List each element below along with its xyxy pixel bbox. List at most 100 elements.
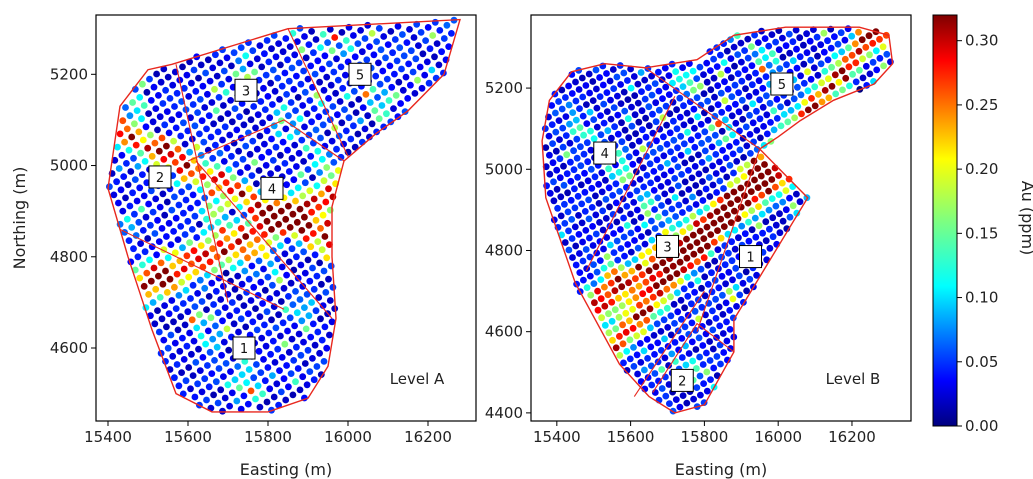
sample-point	[224, 381, 232, 389]
sample-point	[333, 145, 340, 153]
sample-point	[188, 226, 196, 233]
sample-point	[287, 279, 295, 287]
domain-label-box	[234, 78, 258, 102]
sample-point	[658, 385, 666, 392]
sample-point	[223, 144, 231, 152]
sample-point	[218, 171, 226, 179]
sample-point	[284, 327, 291, 335]
sample-point	[549, 140, 556, 148]
sample-point	[188, 170, 195, 178]
sample-point	[736, 291, 744, 299]
sample-point	[643, 336, 651, 343]
sample-point	[635, 263, 642, 271]
sample-point	[198, 117, 206, 125]
sample-point	[661, 190, 669, 198]
sample-point	[297, 261, 305, 269]
sample-point	[616, 352, 624, 359]
sample-point	[202, 250, 210, 258]
sample-point	[156, 113, 164, 121]
sample-point	[720, 59, 728, 66]
sample-point	[272, 53, 280, 61]
sample-point	[307, 62, 315, 70]
sample-point	[337, 153, 345, 161]
sample-point	[625, 134, 633, 142]
sample-point	[184, 217, 192, 225]
sample-point	[262, 252, 270, 260]
sample-point	[756, 115, 764, 123]
sample-point	[615, 313, 623, 321]
sample-point	[769, 214, 777, 222]
sample-point	[264, 93, 272, 100]
sample-point	[803, 30, 810, 38]
sample-point	[743, 142, 751, 150]
sample-point	[708, 124, 716, 132]
sample-point	[303, 291, 311, 298]
sample-point	[315, 113, 323, 121]
sample-point	[622, 164, 630, 172]
sample-point	[256, 403, 264, 411]
sample-point	[703, 204, 710, 212]
sample-point	[670, 281, 678, 289]
sample-point	[261, 231, 268, 238]
sample-point	[231, 285, 239, 293]
sample-point	[693, 75, 701, 82]
sample-point	[383, 110, 390, 118]
sample-point	[590, 261, 597, 268]
sample-point	[145, 200, 153, 208]
sample-point	[579, 112, 587, 120]
sample-point	[417, 29, 425, 36]
sample-point	[212, 378, 220, 386]
sample-point	[697, 101, 705, 109]
sample-point	[740, 154, 747, 161]
domain-divider	[195, 160, 333, 319]
sample-point	[691, 124, 698, 132]
sample-point	[712, 315, 720, 322]
sample-point	[292, 378, 299, 386]
sample-point	[675, 201, 683, 209]
sample-point	[249, 318, 257, 326]
sample-point	[351, 53, 359, 61]
sample-point	[368, 120, 376, 128]
x-tick-label: 15800	[681, 428, 729, 446]
sample-point	[621, 126, 629, 134]
sample-point	[236, 384, 243, 392]
sample-point	[759, 103, 767, 111]
sample-point	[357, 117, 364, 125]
sample-point	[315, 203, 323, 211]
sample-point	[273, 380, 281, 388]
sample-point	[292, 288, 299, 295]
sample-point	[231, 105, 239, 112]
sample-point	[667, 331, 675, 339]
sample-point	[703, 387, 711, 395]
sample-point	[334, 111, 341, 119]
sample-point	[289, 120, 297, 128]
sample-point	[236, 169, 244, 176]
sample-point	[776, 210, 783, 218]
sample-point	[706, 212, 714, 220]
sample-point	[233, 216, 241, 224]
sample-point	[656, 289, 664, 297]
sample-point	[226, 221, 234, 229]
sample-point	[591, 299, 598, 307]
sample-point	[319, 302, 327, 309]
domain-label-box	[348, 62, 372, 86]
sample-point	[578, 200, 586, 208]
sample-point	[135, 218, 143, 226]
sample-point	[179, 153, 186, 161]
sample-point	[170, 137, 178, 145]
sample-point	[566, 139, 574, 147]
sample-point	[301, 33, 308, 40]
sample-point	[278, 354, 286, 361]
sample-point	[319, 211, 327, 219]
sample-point	[253, 180, 260, 188]
sample-point	[147, 312, 154, 320]
sample-point	[304, 166, 312, 173]
sample-point	[702, 166, 710, 174]
sample-point	[272, 143, 280, 151]
sample-point	[591, 173, 599, 181]
sample-point	[190, 247, 198, 255]
sample-point	[326, 26, 334, 33]
sample-point	[581, 208, 589, 215]
sample-point	[332, 89, 339, 97]
sample-point	[300, 248, 307, 256]
